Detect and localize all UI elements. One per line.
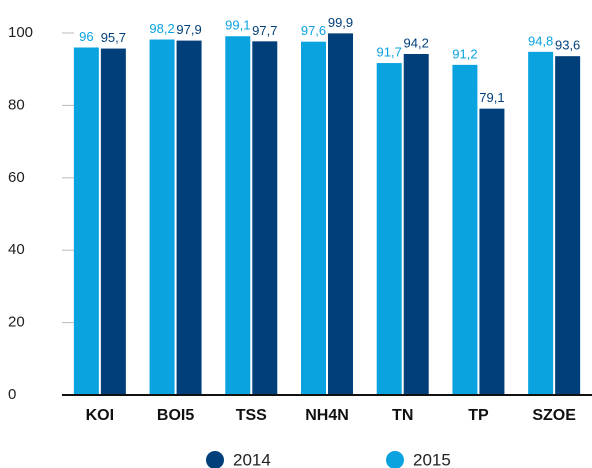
- bar: [376, 63, 402, 396]
- bar: [100, 48, 126, 395]
- bar: [528, 51, 554, 395]
- bar: [225, 36, 251, 396]
- y-tick-label: 40: [8, 241, 25, 258]
- value-label: 95,7: [101, 30, 126, 45]
- legend-label: 2015: [413, 450, 451, 468]
- y-tick-label: 100: [8, 24, 33, 41]
- value-label: 97,9: [176, 22, 201, 37]
- y-tick-label: 20: [8, 314, 25, 331]
- x-tick-label: NH4N: [305, 407, 349, 424]
- y-tick-label: 60: [8, 169, 25, 186]
- x-tick-label: BOI5: [157, 407, 194, 424]
- bar: [403, 53, 429, 395]
- x-tick-label: KOI: [86, 407, 114, 424]
- x-tick-label: TN: [392, 407, 413, 424]
- bar: [328, 33, 353, 395]
- y-tick-label: 80: [8, 96, 25, 113]
- value-label: 94,8: [528, 33, 553, 48]
- bar: [452, 64, 478, 395]
- value-label: 96: [79, 29, 93, 44]
- value-label: 98,2: [149, 21, 174, 36]
- value-label: 97,7: [252, 23, 277, 38]
- value-label: 94,2: [404, 35, 429, 50]
- value-label: 93,6: [555, 38, 580, 53]
- y-tick-label: 0: [8, 386, 16, 403]
- bar: [479, 108, 505, 396]
- value-label: 97,6: [301, 23, 326, 38]
- bar: [176, 40, 202, 396]
- x-tick-label: TP: [468, 407, 489, 424]
- bar: [149, 39, 175, 396]
- bar: [252, 41, 278, 396]
- bar: [73, 47, 99, 395]
- x-tick-label: TSS: [236, 407, 267, 424]
- legend-marker: [206, 451, 224, 468]
- legend-marker: [386, 451, 404, 468]
- bar: [555, 56, 581, 395]
- value-label: 91,7: [377, 44, 402, 59]
- value-label: 99,9: [328, 15, 353, 30]
- bar: [301, 41, 326, 396]
- legend-label: 2014: [233, 450, 271, 468]
- value-label: 91,2: [452, 46, 477, 61]
- value-label: 99,1: [225, 18, 250, 33]
- value-label: 79,1: [479, 90, 504, 105]
- x-tick-label: SZOE: [532, 407, 576, 424]
